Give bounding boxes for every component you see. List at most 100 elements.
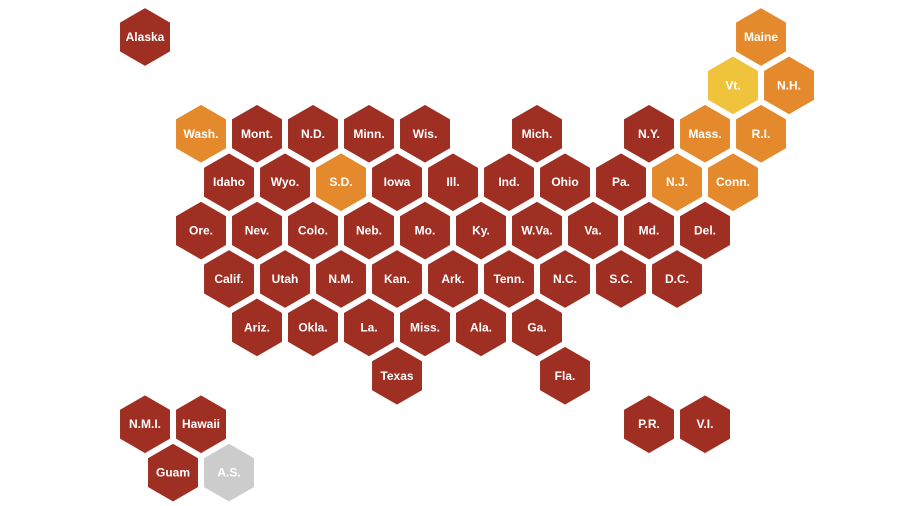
hex-tile-ga[interactable]: Ga. bbox=[510, 296, 564, 359]
hex-tile-md[interactable]: Md. bbox=[622, 199, 676, 262]
hex-shape bbox=[538, 344, 592, 407]
hex-tile-mich[interactable]: Mich. bbox=[510, 102, 564, 165]
hex-shape bbox=[678, 199, 732, 262]
hex-tile-tenn[interactable]: Tenn. bbox=[482, 247, 536, 311]
hex-shape bbox=[342, 296, 396, 359]
hex-tile-s-c[interactable]: S.C. bbox=[594, 247, 648, 311]
hex-shape bbox=[286, 102, 340, 165]
hex-tile-ohio[interactable]: Ohio bbox=[538, 151, 592, 214]
hex-tile-wyo[interactable]: Wyo. bbox=[258, 151, 312, 214]
hex-shape bbox=[510, 296, 564, 359]
hex-shape bbox=[258, 247, 312, 311]
hex-tile-fla[interactable]: Fla. bbox=[538, 344, 592, 407]
hex-shape bbox=[454, 296, 508, 359]
hex-tile-pa[interactable]: Pa. bbox=[594, 151, 648, 214]
hex-shape bbox=[118, 5, 172, 69]
hex-shape bbox=[286, 296, 340, 359]
hex-tile-kan[interactable]: Kan. bbox=[370, 247, 424, 311]
hex-tile-mont[interactable]: Mont. bbox=[230, 102, 284, 165]
hex-tile-n-m-i[interactable]: N.M.I. bbox=[118, 393, 172, 456]
hex-tile-n-m[interactable]: N.M. bbox=[314, 247, 368, 311]
hex-tile-ky[interactable]: Ky. bbox=[454, 199, 508, 262]
hex-tile-del[interactable]: Del. bbox=[678, 199, 732, 262]
hex-tile-s-d[interactable]: S.D. bbox=[314, 151, 368, 214]
hex-shape bbox=[510, 199, 564, 262]
hex-shape bbox=[314, 151, 368, 214]
hex-tile-okla[interactable]: Okla. bbox=[286, 296, 340, 359]
hex-tile-ill[interactable]: Ill. bbox=[426, 151, 480, 214]
hex-tile-n-j[interactable]: N.J. bbox=[650, 151, 704, 214]
hex-shape bbox=[118, 393, 172, 456]
hex-shape bbox=[370, 151, 424, 214]
hex-tile-neb[interactable]: Neb. bbox=[342, 199, 396, 262]
hex-shape bbox=[566, 199, 620, 262]
hex-shape bbox=[510, 102, 564, 165]
hex-tile-alaska[interactable]: Alaska bbox=[118, 5, 172, 69]
hex-shape bbox=[650, 247, 704, 311]
hex-shape bbox=[622, 102, 676, 165]
hex-tile-colo[interactable]: Colo. bbox=[286, 199, 340, 262]
hex-tile-ark[interactable]: Ark. bbox=[426, 247, 480, 311]
hex-tile-wis[interactable]: Wis. bbox=[398, 102, 452, 165]
hex-shape bbox=[286, 199, 340, 262]
hex-tile-ala[interactable]: Ala. bbox=[454, 296, 508, 359]
hex-shape bbox=[398, 102, 452, 165]
hex-shape bbox=[482, 247, 536, 311]
hex-shape bbox=[734, 102, 788, 165]
hex-tile-n-d[interactable]: N.D. bbox=[286, 102, 340, 165]
hex-tile-ariz[interactable]: Ariz. bbox=[230, 296, 284, 359]
hex-tile-d-c[interactable]: D.C. bbox=[650, 247, 704, 311]
hex-shape bbox=[426, 247, 480, 311]
hex-shape bbox=[538, 151, 592, 214]
hex-shape bbox=[678, 393, 732, 456]
hex-tile-miss[interactable]: Miss. bbox=[398, 296, 452, 359]
hex-tile-utah[interactable]: Utah bbox=[258, 247, 312, 311]
hex-tile-va[interactable]: Va. bbox=[566, 199, 620, 262]
hex-shape bbox=[230, 102, 284, 165]
hex-tile-vt[interactable]: Vt. bbox=[706, 54, 760, 117]
hex-shape bbox=[370, 247, 424, 311]
hex-shape bbox=[258, 151, 312, 214]
hex-tile-hawaii[interactable]: Hawaii bbox=[174, 393, 228, 456]
hex-tile-guam[interactable]: Guam bbox=[146, 441, 200, 504]
hex-tile-n-y[interactable]: N.Y. bbox=[622, 102, 676, 165]
hex-tile-texas[interactable]: Texas bbox=[370, 344, 424, 407]
hex-tile-n-h[interactable]: N.H. bbox=[762, 54, 816, 117]
hex-shape bbox=[706, 54, 760, 117]
hex-shape bbox=[398, 199, 452, 262]
hex-shape bbox=[650, 151, 704, 214]
hex-shape bbox=[706, 151, 760, 214]
hex-shape bbox=[622, 199, 676, 262]
hex-tile-r-i[interactable]: R.I. bbox=[734, 102, 788, 165]
hex-tile-n-c[interactable]: N.C. bbox=[538, 247, 592, 311]
hex-tile-p-r[interactable]: P.R. bbox=[622, 393, 676, 456]
hex-tile-conn[interactable]: Conn. bbox=[706, 151, 760, 214]
hex-shape bbox=[482, 151, 536, 214]
hex-tile-mass[interactable]: Mass. bbox=[678, 102, 732, 165]
hex-tile-a-s[interactable]: A.S. bbox=[202, 441, 256, 504]
hex-tile-calif[interactable]: Calif. bbox=[202, 247, 256, 311]
hex-tile-ore[interactable]: Ore. bbox=[174, 199, 228, 262]
hex-shape bbox=[398, 296, 452, 359]
hex-tile-minn[interactable]: Minn. bbox=[342, 102, 396, 165]
hex-tile-idaho[interactable]: Idaho bbox=[202, 151, 256, 214]
hex-shape bbox=[762, 54, 816, 117]
hex-shape bbox=[342, 199, 396, 262]
hex-tile-iowa[interactable]: Iowa bbox=[370, 151, 424, 214]
hex-tile-nev[interactable]: Nev. bbox=[230, 199, 284, 262]
hex-shape bbox=[678, 102, 732, 165]
hex-shape bbox=[622, 393, 676, 456]
hex-shape bbox=[202, 247, 256, 311]
hex-tile-la[interactable]: La. bbox=[342, 296, 396, 359]
hex-tile-wash[interactable]: Wash. bbox=[174, 102, 228, 165]
hex-tile-mo[interactable]: Mo. bbox=[398, 199, 452, 262]
hex-tile-maine[interactable]: Maine bbox=[734, 5, 788, 69]
hex-shape bbox=[342, 102, 396, 165]
hex-tile-v-i[interactable]: V.I. bbox=[678, 393, 732, 456]
hex-shape bbox=[230, 296, 284, 359]
hex-tile-w-va[interactable]: W.Va. bbox=[510, 199, 564, 262]
hex-shape bbox=[370, 344, 424, 407]
hex-shape bbox=[594, 151, 648, 214]
hex-tile-ind[interactable]: Ind. bbox=[482, 151, 536, 214]
